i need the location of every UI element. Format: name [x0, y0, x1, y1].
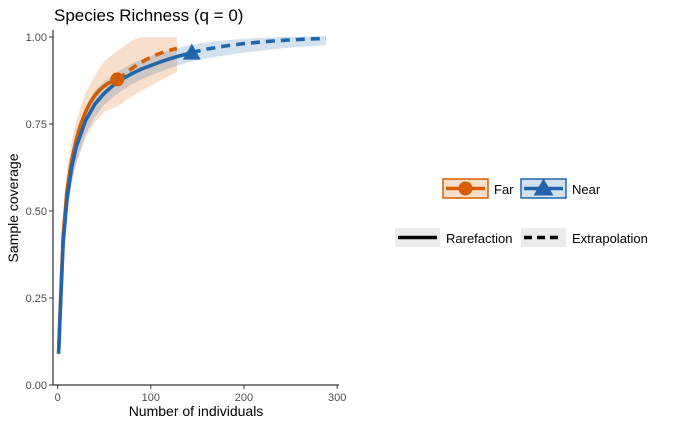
legend-item-extrapolation: Extrapolation [521, 228, 648, 247]
x-tick-label: 0 [55, 392, 61, 404]
chart-title: Species Richness (q = 0) [54, 6, 243, 25]
legend-label-rarefaction: Rarefaction [446, 231, 512, 246]
x-tick-label: 200 [235, 392, 253, 404]
reference-point-far [110, 72, 125, 87]
legend-item-far: Far [442, 178, 514, 199]
legend-label-far: Far [494, 182, 514, 197]
extrapolation-line-near [191, 36, 327, 55]
extrapolation-line-far [116, 46, 178, 81]
legend-item-near: Near [520, 178, 601, 199]
x-tick-label: 300 [328, 392, 346, 404]
y-tick-label: 0.50 [26, 206, 47, 218]
confidence-ribbons [58, 36, 326, 365]
y-tick-label: 1.00 [26, 32, 47, 44]
y-tick-label: 0.00 [26, 380, 47, 392]
y-axis-title: Sample coverage [5, 153, 21, 262]
x-tick-label: 100 [142, 392, 160, 404]
legend-key-triangle [533, 178, 554, 196]
y-tick-label: 0.25 [26, 293, 47, 305]
y-tick-label: 0.75 [26, 119, 47, 131]
legend-label-extrapolation: Extrapolation [572, 231, 648, 246]
legend-item-rarefaction: Rarefaction [395, 228, 512, 247]
legend-label-near: Near [572, 182, 601, 197]
x-axis-title: Number of individuals [129, 403, 264, 419]
series-lines [56, 36, 327, 354]
y-axis-ticks: 0.00 0.25 0.50 0.75 1.00 [26, 32, 53, 392]
x-axis-ticks: 0 100 200 300 [55, 385, 346, 404]
legend-key-circle [458, 181, 473, 196]
legend: Far Near Rarefaction Extrapolation [395, 178, 648, 247]
plot-area [56, 36, 327, 365]
reference-markers [110, 43, 201, 87]
reference-point-near [182, 43, 201, 60]
rarefaction-line-near [56, 50, 193, 354]
